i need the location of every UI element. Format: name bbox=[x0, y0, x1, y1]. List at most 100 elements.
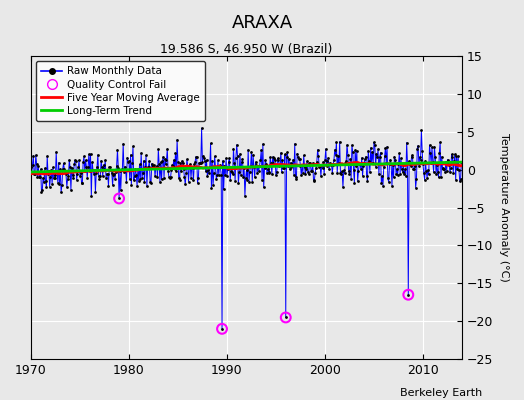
Point bbox=[115, 195, 123, 202]
Point bbox=[287, 164, 296, 170]
Point bbox=[181, 181, 190, 188]
Point bbox=[438, 153, 446, 160]
Point bbox=[171, 150, 180, 156]
Point bbox=[163, 146, 171, 152]
Point bbox=[293, 150, 301, 157]
Point bbox=[365, 158, 373, 164]
Point bbox=[385, 161, 394, 168]
Point bbox=[455, 167, 463, 174]
Point bbox=[30, 171, 38, 178]
Point bbox=[271, 156, 279, 163]
Point bbox=[146, 179, 155, 186]
Point bbox=[414, 162, 423, 169]
Point bbox=[245, 179, 253, 185]
Point bbox=[309, 178, 318, 184]
Point bbox=[432, 170, 440, 177]
Point bbox=[250, 174, 259, 180]
Point bbox=[46, 174, 54, 180]
Point bbox=[339, 184, 347, 190]
Point bbox=[79, 159, 88, 165]
Point bbox=[453, 166, 462, 172]
Point bbox=[183, 156, 191, 162]
Point bbox=[103, 171, 112, 178]
Point bbox=[87, 193, 95, 200]
Point bbox=[326, 160, 334, 166]
Point bbox=[328, 161, 336, 167]
Point bbox=[211, 164, 220, 170]
Point bbox=[337, 170, 345, 177]
Point bbox=[37, 189, 46, 195]
Point bbox=[98, 164, 106, 170]
Point bbox=[97, 158, 105, 164]
Point bbox=[301, 171, 310, 178]
Point bbox=[225, 155, 234, 162]
Point bbox=[322, 146, 330, 152]
Point bbox=[216, 164, 225, 170]
Point bbox=[119, 140, 127, 147]
Text: ARAXA: ARAXA bbox=[232, 14, 292, 32]
Point bbox=[302, 166, 310, 172]
Point bbox=[356, 161, 364, 167]
Point bbox=[363, 173, 371, 179]
Point bbox=[417, 127, 425, 134]
Point bbox=[214, 172, 223, 178]
Point bbox=[272, 172, 280, 178]
Point bbox=[399, 161, 408, 168]
Point bbox=[440, 166, 449, 172]
Point bbox=[166, 175, 174, 182]
Point bbox=[372, 150, 380, 157]
Point bbox=[281, 151, 289, 158]
Point bbox=[446, 169, 454, 175]
Point bbox=[117, 167, 126, 173]
Point bbox=[255, 168, 263, 174]
Point bbox=[445, 162, 453, 168]
Point bbox=[68, 164, 76, 171]
Point bbox=[331, 146, 339, 153]
Point bbox=[233, 142, 241, 148]
Point bbox=[118, 166, 127, 172]
Point bbox=[189, 164, 197, 171]
Point bbox=[50, 174, 58, 181]
Point bbox=[354, 178, 362, 184]
Point bbox=[328, 170, 336, 176]
Point bbox=[224, 166, 232, 172]
Point bbox=[81, 168, 89, 175]
Point bbox=[34, 163, 42, 169]
Point bbox=[389, 162, 397, 168]
Point bbox=[178, 158, 186, 164]
Point bbox=[424, 166, 432, 173]
Point bbox=[27, 164, 35, 170]
Point bbox=[192, 154, 201, 160]
Point bbox=[433, 169, 442, 175]
Point bbox=[252, 162, 260, 168]
Point bbox=[419, 161, 427, 168]
Point bbox=[335, 138, 344, 145]
Point bbox=[387, 161, 395, 167]
Point bbox=[116, 187, 125, 194]
Point bbox=[241, 193, 249, 200]
Point bbox=[222, 155, 231, 162]
Point bbox=[262, 160, 270, 167]
Point bbox=[237, 172, 245, 178]
Point bbox=[230, 160, 238, 166]
Point bbox=[107, 169, 116, 176]
Point bbox=[135, 161, 144, 168]
Point bbox=[306, 160, 314, 166]
Point bbox=[129, 177, 138, 183]
Point bbox=[59, 166, 67, 172]
Point bbox=[392, 166, 401, 172]
Point bbox=[433, 162, 441, 168]
Point bbox=[125, 158, 133, 164]
Point bbox=[388, 182, 396, 189]
Point bbox=[278, 169, 286, 176]
Point bbox=[372, 164, 380, 170]
Point bbox=[400, 171, 408, 178]
Point bbox=[194, 175, 203, 181]
Point bbox=[154, 174, 162, 180]
Point bbox=[376, 154, 384, 160]
Point bbox=[148, 163, 157, 169]
Point bbox=[143, 183, 151, 190]
Point bbox=[149, 163, 158, 170]
Point bbox=[176, 160, 184, 167]
Point bbox=[417, 156, 425, 163]
